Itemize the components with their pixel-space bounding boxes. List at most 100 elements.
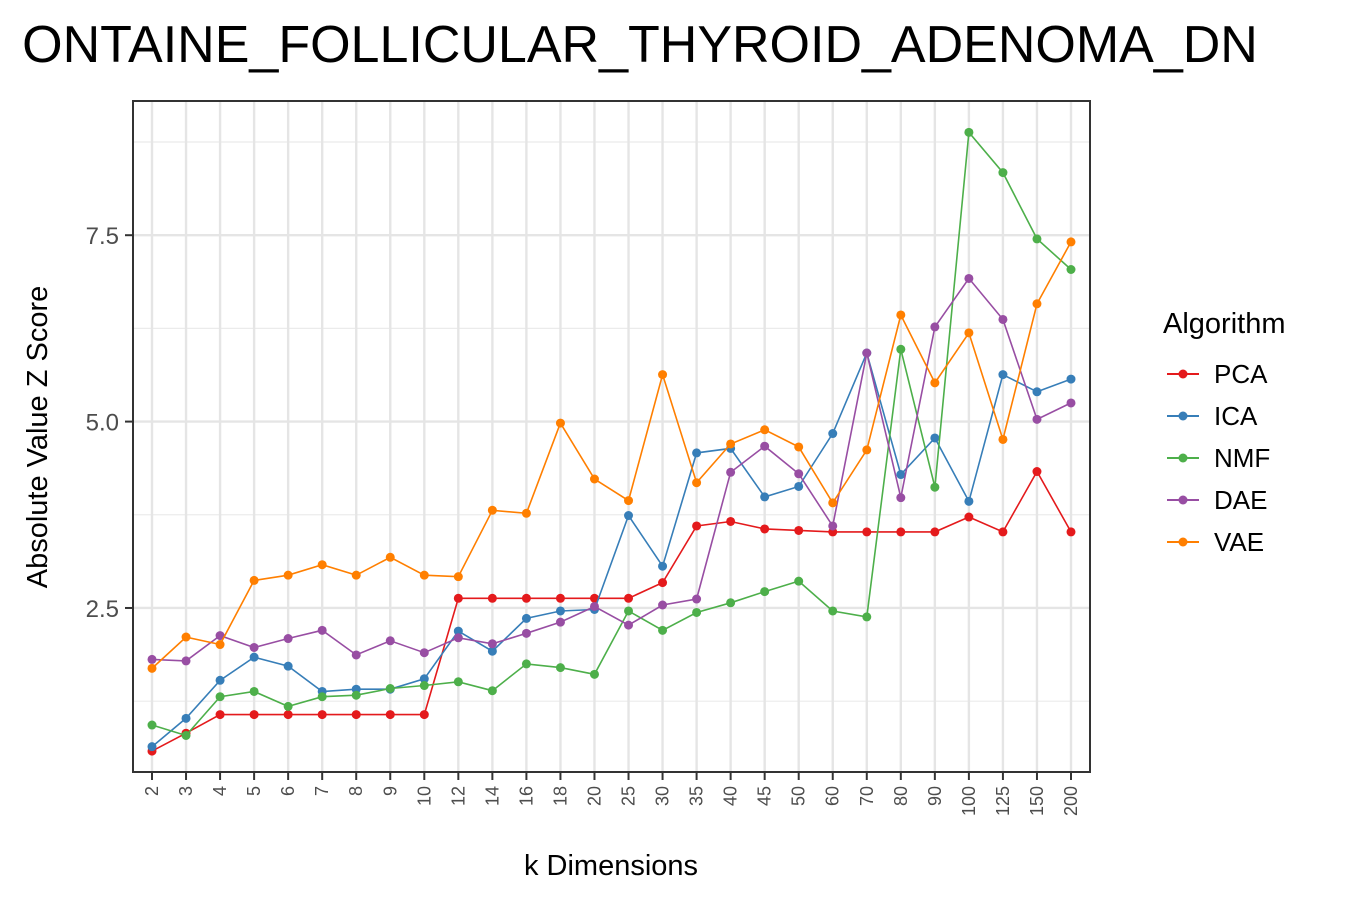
x-axis: 2 3 4 5 6 7 8 9 10 12 14 16 18 20 25 30 35 40 45 50 60 70 80 90… (142, 772, 1081, 816)
data-point-dae (385, 636, 395, 646)
data-point-ica (453, 626, 463, 636)
data-point-dae (351, 650, 361, 660)
data-point-nmf (624, 606, 634, 616)
data-point-pca (317, 710, 327, 720)
data-point-dae (1066, 398, 1076, 408)
data-point-vae (215, 640, 225, 650)
series-line-ica (151, 350, 1072, 748)
legend-label: VAE (1214, 527, 1264, 557)
data-point-vae (726, 439, 736, 449)
data-point-vae (896, 310, 906, 320)
data-point-vae (181, 632, 191, 642)
data-point-nmf (760, 587, 770, 597)
plot-background (133, 101, 1090, 772)
data-point-pca (998, 527, 1008, 537)
data-point-dae (828, 521, 838, 531)
data-point-pca (385, 710, 395, 720)
data-point-nmf (930, 482, 940, 492)
y-axis: 2.5 5.0 7.5 (86, 223, 133, 623)
data-point-nmf (589, 669, 599, 679)
data-point-ica (930, 433, 940, 443)
data-point-pca (419, 710, 429, 720)
data-point-dae (726, 467, 736, 477)
data-point-dae (862, 348, 872, 358)
data-point-pca (794, 525, 804, 535)
data-point-nmf (794, 576, 804, 586)
x-tick-label: 45 (755, 786, 775, 806)
data-point-pca (453, 593, 463, 603)
data-point-vae (453, 572, 463, 582)
data-point-vae (147, 663, 157, 673)
y-axis-label: Absolute Value Z Score (22, 286, 54, 589)
legend-item-vae: VAE (1167, 527, 1264, 557)
data-point-pca (624, 593, 634, 603)
x-tick-label: 50 (789, 786, 809, 806)
data-point-pca (1032, 467, 1042, 477)
x-tick-label: 18 (550, 786, 570, 806)
data-point-nmf (215, 692, 225, 702)
data-point-ica (692, 448, 702, 458)
legend-label: PCA (1214, 359, 1268, 389)
data-point-pca (249, 710, 259, 720)
data-point-ica (487, 646, 497, 656)
data-point-vae (760, 425, 770, 435)
data-point-nmf (555, 663, 565, 673)
data-point-ica (215, 675, 225, 685)
x-tick-label: 90 (925, 786, 945, 806)
legend-label: ICA (1214, 401, 1258, 431)
data-point-ica (419, 674, 429, 684)
x-tick-label: 25 (619, 786, 639, 806)
x-tick-label: 12 (448, 786, 468, 806)
data-point-pca (283, 710, 293, 720)
data-point-vae (521, 508, 531, 518)
data-point-dae (658, 600, 668, 610)
data-point-dae (1032, 414, 1042, 424)
x-tick-label: 6 (278, 786, 298, 796)
data-point-nmf (487, 686, 497, 696)
y-tick-label: 7.5 (86, 223, 119, 250)
data-point-pca (726, 516, 736, 526)
data-point-nmf (964, 127, 974, 137)
series-dae (147, 273, 1076, 666)
series-line-dae (151, 277, 1072, 662)
data-point-ica (1032, 387, 1042, 397)
data-point-dae (794, 469, 804, 479)
data-point-ica (283, 661, 293, 671)
data-point-ica (760, 492, 770, 502)
x-tick-label: 7 (312, 786, 332, 796)
series-vae (147, 237, 1076, 673)
chart-title: ONTAINE_FOLLICULAR_THYROID_ADENOMA_DN (22, 16, 1258, 74)
series-nmf (147, 127, 1076, 740)
data-point-nmf (896, 344, 906, 354)
data-point-dae (147, 654, 157, 664)
data-point-pca (589, 593, 599, 603)
data-point-dae (589, 601, 599, 611)
x-tick-label: 4 (210, 786, 230, 796)
x-tick-label: 30 (653, 786, 673, 806)
data-point-dae (998, 314, 1008, 324)
data-point-ica (658, 561, 668, 571)
data-point-dae (215, 631, 225, 641)
x-tick-label: 80 (891, 786, 911, 806)
data-point-ica (181, 713, 191, 723)
legend-swatch-point (1178, 369, 1188, 379)
legend-title: Algorithm (1163, 308, 1286, 340)
data-point-vae (692, 478, 702, 488)
data-point-ica (624, 511, 634, 521)
data-point-vae (351, 570, 361, 580)
legend-label: DAE (1214, 485, 1267, 515)
x-tick-label: 9 (380, 786, 400, 796)
x-tick-label: 8 (346, 786, 366, 796)
data-point-ica (555, 606, 565, 616)
data-point-dae (896, 493, 906, 503)
plot-border (132, 100, 1091, 773)
data-point-ica (998, 370, 1008, 380)
data-point-nmf (828, 606, 838, 616)
data-point-vae (487, 505, 497, 515)
data-point-nmf (419, 681, 429, 691)
legend-swatch-point (1178, 537, 1188, 547)
data-point-ica (896, 470, 906, 480)
data-point-vae (249, 575, 259, 585)
legend-swatch-point (1178, 495, 1188, 505)
